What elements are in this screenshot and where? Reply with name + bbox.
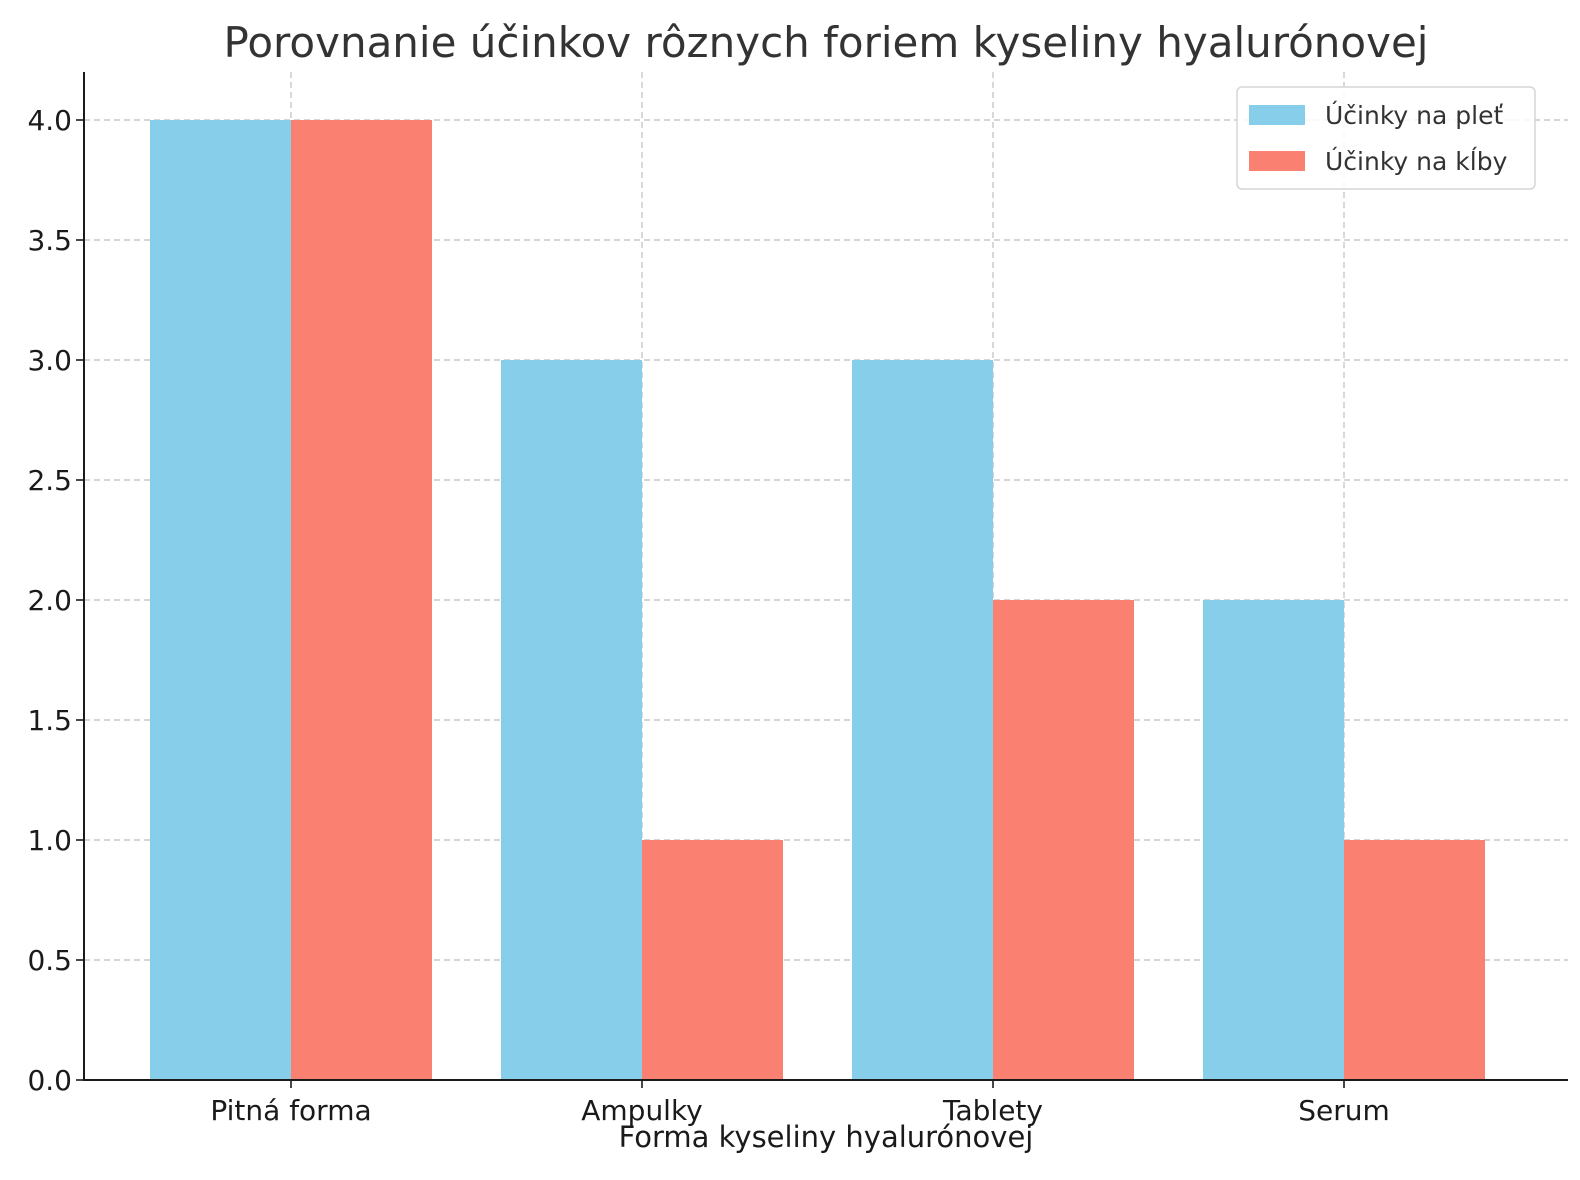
y-tick-label: 3.5: [27, 224, 72, 257]
legend-label: Účinky na kĺby: [1325, 146, 1508, 176]
bar-joints-0: [291, 120, 432, 1080]
bar-joints-1: [642, 840, 783, 1080]
y-tick-label: 1.0: [27, 824, 72, 857]
y-tick-label: 4.0: [27, 104, 72, 137]
y-axis-ticks: 0.0 0.5 1.0 1.5 2.0 2.5 3.0 3.5 4.0: [27, 104, 84, 1097]
bar-skin-0: [150, 120, 291, 1080]
x-tick-label: Ampulky: [581, 1094, 703, 1127]
y-tick-label: 2.0: [27, 584, 72, 617]
legend-box: [1236, 86, 1536, 190]
y-tick-label: 0.5: [27, 944, 72, 977]
bar-joints-3: [1344, 840, 1485, 1080]
y-tick-label: 1.5: [27, 704, 72, 737]
bar-skin-2: [852, 360, 993, 1080]
y-tick-label: 3.0: [27, 344, 72, 377]
bar-skin-3: [1203, 600, 1344, 1080]
legend-swatch: [1249, 151, 1305, 171]
legend-swatch: [1249, 105, 1305, 125]
chart-title: Porovnanie účinkov rôznych foriem kyseli…: [224, 18, 1429, 67]
legend-label: Účinky na pleť: [1325, 100, 1503, 130]
legend: Účinky na pleť Účinky na kĺby: [1236, 86, 1536, 190]
y-tick-label: 0.0: [27, 1064, 72, 1097]
bars: [150, 120, 1485, 1080]
x-tick-label: Serum: [1298, 1094, 1390, 1127]
bar-joints-2: [993, 600, 1134, 1080]
x-tick-label: Pitná forma: [210, 1094, 371, 1127]
x-axis-ticks: Pitná forma Ampulky Tablety Serum: [210, 1080, 1390, 1127]
x-tick-label: Tablety: [942, 1094, 1043, 1127]
y-tick-label: 2.5: [27, 464, 72, 497]
x-axis-label: Forma kyseliny hyalurónovej: [619, 1120, 1034, 1154]
bar-skin-1: [501, 360, 642, 1080]
